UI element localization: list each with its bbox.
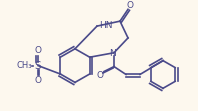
Text: O: O — [96, 71, 104, 80]
Text: O: O — [127, 1, 133, 10]
Text: O: O — [34, 46, 42, 55]
Text: S: S — [35, 61, 41, 71]
Text: N: N — [110, 49, 116, 58]
Text: O: O — [34, 76, 42, 85]
Text: CH₃: CH₃ — [16, 61, 32, 70]
Text: HN: HN — [99, 21, 112, 30]
